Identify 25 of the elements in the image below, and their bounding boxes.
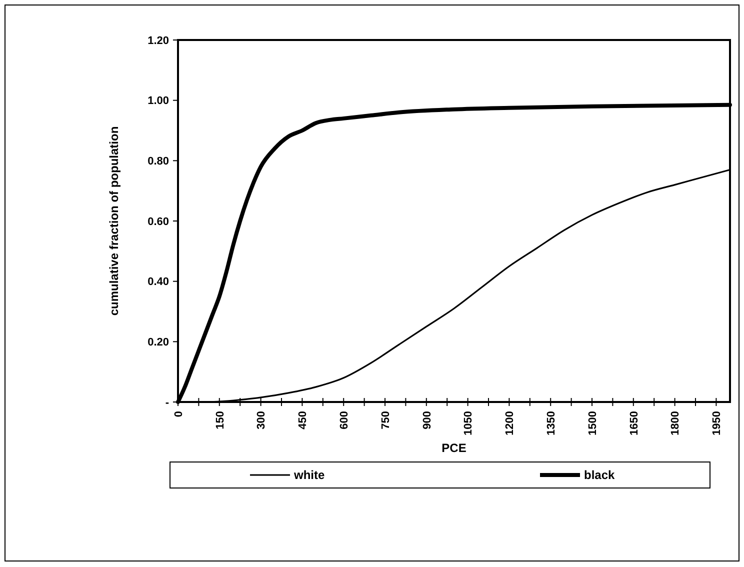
y-axis-title: cumulative fraction of population bbox=[107, 126, 121, 316]
x-tick-label: 900 bbox=[421, 411, 434, 430]
y-tick-label: 1.20 bbox=[148, 34, 169, 47]
x-tick-label: 1050 bbox=[462, 411, 475, 436]
x-tick-label: 1500 bbox=[586, 411, 599, 436]
x-tick-label: 600 bbox=[338, 411, 350, 430]
x-tick-label: 1350 bbox=[545, 411, 558, 436]
x-tick-label: 1800 bbox=[670, 411, 682, 436]
x-axis-title: PCE bbox=[442, 441, 466, 455]
x-tick-label: 150 bbox=[214, 411, 226, 430]
x-tick-label: 1950 bbox=[711, 411, 724, 436]
legend-label: black bbox=[584, 468, 616, 482]
x-tick-label: 0 bbox=[172, 411, 185, 418]
legend-label: white bbox=[293, 468, 325, 482]
x-tick-label: 450 bbox=[297, 411, 310, 430]
y-tick-label: 0.80 bbox=[148, 156, 169, 168]
y-tick-label: 0.40 bbox=[148, 276, 169, 288]
y-tick-label: 1.00 bbox=[148, 95, 169, 108]
y-tick-label: 0.20 bbox=[148, 336, 169, 349]
x-tick-label: 1650 bbox=[628, 411, 640, 436]
y-tick-label: 0.60 bbox=[148, 216, 169, 228]
y-tick-label: - bbox=[165, 396, 170, 409]
x-tick-label: 750 bbox=[380, 411, 392, 430]
x-tick-label: 1200 bbox=[504, 411, 516, 436]
x-tick-label: 300 bbox=[256, 411, 268, 430]
